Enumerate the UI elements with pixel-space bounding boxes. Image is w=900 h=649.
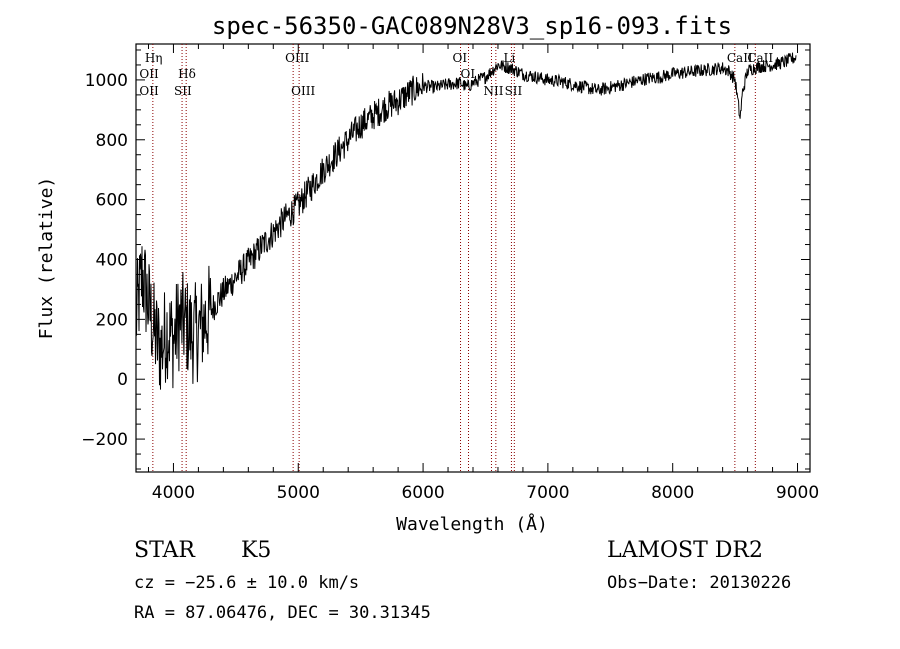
marker-label: NII xyxy=(483,84,503,98)
coordinates-text: RA = 87.06476, DEC = 30.31345 xyxy=(134,603,431,623)
redshift-text: cz = −25.6 ± 10.0 km/s xyxy=(134,573,360,593)
y-tick-label: 200 xyxy=(96,310,128,330)
survey-release: LAMOST DR2 xyxy=(607,538,763,563)
marker-label: Hη xyxy=(145,51,163,65)
marker-label: SII xyxy=(174,84,192,98)
x-tick-label: 4000 xyxy=(152,483,195,503)
marker-label: Hδ xyxy=(178,67,196,81)
object-class: STAR xyxy=(134,538,195,563)
x-axis-ticks: 4000 5000 6000 7000 8000 9000 xyxy=(147,44,819,503)
x-tick-label: 8000 xyxy=(651,483,694,503)
marker-label: CaII xyxy=(727,51,753,65)
marker-label: Li xyxy=(503,51,515,65)
spectrum-series xyxy=(135,52,797,390)
plot-frame xyxy=(135,43,811,473)
spectrum-line xyxy=(135,52,797,390)
y-tick-label: 1000 xyxy=(85,71,128,91)
y-axis-label: Flux (relative) xyxy=(36,177,57,340)
marker-label: SII xyxy=(505,84,523,98)
y-tick-label: 400 xyxy=(96,250,128,270)
obs-date-text: Obs−Date: 20130226 xyxy=(607,573,792,593)
marker-label: OI xyxy=(461,67,476,81)
x-tick-label: 5000 xyxy=(277,483,320,503)
spectral-subclass: K5 xyxy=(241,538,272,563)
marker-label: OII xyxy=(139,84,159,98)
marker-label: OIII xyxy=(291,84,315,98)
line-markers: Hη OII OII Hδ SII OIII OIII OI OI NII Li SII CaIICaI… xyxy=(139,44,773,472)
marker-label: OII xyxy=(139,67,159,81)
marker-label: OIII xyxy=(285,51,309,65)
marker-label: CaII xyxy=(747,51,773,65)
x-tick-label: 9000 xyxy=(776,483,819,503)
y-tick-label: 0 xyxy=(117,370,128,390)
y-tick-label: 800 xyxy=(96,131,128,151)
y-tick-label: 600 xyxy=(96,191,128,211)
x-tick-label: 7000 xyxy=(526,483,569,503)
x-tick-label: 6000 xyxy=(401,483,444,503)
x-axis-label: Wavelength (Å) xyxy=(396,513,548,535)
y-tick-label: −200 xyxy=(81,430,128,450)
marker-label: OI xyxy=(453,51,468,65)
y-axis-ticks: −200 0 200 400 600 800 1000 xyxy=(81,49,810,470)
chart-title: spec-56350-GAC089N28V3_sp16-093.fits xyxy=(212,12,732,40)
